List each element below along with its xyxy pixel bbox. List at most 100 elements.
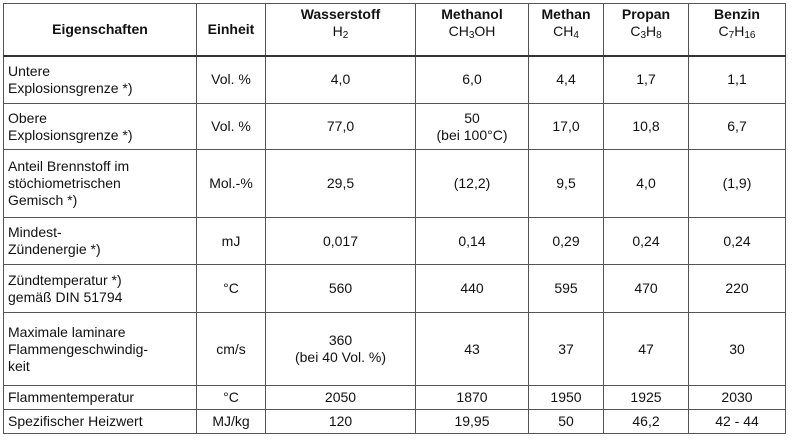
unit-cell: °C (196, 264, 266, 313)
property-cell: Spezifischer Heizwert (3, 409, 197, 434)
formula-part: H (734, 23, 745, 39)
value-cell: 0,24 (603, 217, 689, 265)
value-cell: 1,1 (688, 55, 786, 104)
value-line: 2030 (721, 389, 753, 405)
value-cell: 9,5 (528, 149, 604, 218)
header-cell: Methanol CH3OH (415, 3, 529, 57)
chemical-formula: CH3OH (420, 23, 524, 41)
value-line: 560 (328, 280, 353, 296)
formula-subscript: 3 (468, 30, 475, 41)
formula-part: OH (474, 23, 496, 39)
value-cell: 560 (265, 264, 416, 313)
value-line: 2050 (324, 389, 357, 405)
value-line: 42 - 44 (715, 413, 759, 429)
chemical-formula: H2 (270, 23, 411, 41)
value-line: 1925 (630, 389, 662, 405)
value-cell: 470 (603, 264, 689, 313)
value-line: 1950 (550, 389, 582, 405)
header-row: Eigenschaften Einheit Wasserstoff H2 Methano… (3, 3, 786, 57)
unit-cell: Vol. % (196, 55, 266, 104)
header-cell: Einheit (196, 3, 266, 57)
value-line: 4,4 (556, 71, 576, 88)
property-cell: Anteil Brennstoff im stöchiometrischen Gem… (3, 149, 197, 218)
formula-part: H (646, 23, 657, 39)
formula-subscript: 8 (656, 30, 662, 41)
value-cell: 50 (528, 409, 604, 434)
value-cell: 595 (528, 264, 604, 313)
property-line: Gemisch *) (8, 192, 78, 208)
property-line: Flammentemperatur (8, 389, 135, 405)
value-line: 120 (328, 413, 353, 429)
column-name: Eigenschaften (52, 20, 148, 37)
value-line: 1,1 (727, 71, 747, 88)
value-cell: 30 (688, 312, 786, 386)
unit-cell: Vol. % (196, 103, 266, 150)
column-name: Methanol (441, 6, 503, 22)
value-line: 17,0 (552, 118, 580, 134)
data-row: Spezifischer Heizwert MJ/kg 120 19,95 50 46,2… (3, 409, 786, 434)
property-cell: Mindest- Zündenergie *) (3, 217, 197, 265)
property-line: keit (8, 357, 30, 374)
value-line: 440 (460, 280, 484, 296)
value-line: (bei 100°C) (436, 126, 508, 143)
value-line: (1,9) (722, 175, 752, 191)
column-name: Einheit (207, 20, 255, 37)
value-line: 470 (634, 280, 658, 296)
value-cell: 4,0 (603, 149, 689, 218)
value-cell: 0,14 (415, 217, 529, 265)
value-line: 0,017 (322, 232, 359, 249)
value-line: 0,14 (458, 232, 486, 249)
unit-cell: MJ/kg (196, 409, 266, 434)
value-cell: 0,017 (265, 217, 416, 265)
data-row: Untere Explosionsgrenze *) Vol. % 4,0 6,0 4,4… (3, 55, 786, 104)
value-line: 37 (558, 340, 574, 357)
value-cell: (1,9) (688, 149, 786, 218)
formula-subscript: 2 (342, 30, 349, 41)
formula-part: CH (448, 23, 469, 39)
value-line: 9,5 (556, 175, 576, 191)
value-line: 595 (554, 280, 578, 296)
value-cell: 4,4 (528, 55, 604, 104)
data-row: Anteil Brennstoff im stöchiometrischen Gem… (3, 149, 786, 218)
header-cell: Propan C3H8 (603, 3, 689, 57)
formula-part: CH (553, 23, 574, 39)
property-cell: Zündtemperatur *) gemäß DIN 51794 (3, 264, 197, 313)
property-line: Mindest- (8, 224, 62, 240)
value-line: 10,8 (632, 118, 660, 134)
value-line: 46,2 (632, 413, 660, 429)
header-cell: Wasserstoff H2 (265, 3, 416, 57)
property-cell: Obere Explosionsgrenze *) (3, 103, 197, 150)
value-line: 4,0 (636, 175, 656, 191)
property-line: Anteil Brennstoff im (8, 158, 130, 174)
property-line: Zündenergie *) (8, 241, 101, 257)
value-cell: (12,2) (415, 149, 529, 218)
value-line: 6,7 (727, 118, 747, 134)
value-line: (12,2) (453, 175, 491, 191)
value-cell: 50 (bei 100°C) (415, 103, 529, 150)
property-cell: Untere Explosionsgrenze *) (3, 55, 197, 104)
data-row: Obere Explosionsgrenze *) Vol. % 77,0 50 (bei… (3, 103, 786, 150)
data-row: Zündtemperatur *) gemäß DIN 51794 °C 560 440… (3, 264, 786, 313)
column-name: Wasserstoff (300, 6, 381, 22)
value-line: 30 (729, 340, 745, 357)
value-line: 0,24 (632, 232, 660, 249)
value-cell: 29,5 (265, 149, 416, 218)
value-cell: 17,0 (528, 103, 604, 150)
value-cell: 1,7 (603, 55, 689, 104)
value-cell: 10,8 (603, 103, 689, 150)
property-line: Zündtemperatur *) (8, 271, 122, 288)
property-line: Explosionsgrenze *) (8, 79, 133, 96)
property-line: Explosionsgrenze *) (8, 126, 133, 143)
property-line: gemäß DIN 51794 (8, 288, 123, 305)
page: Eigenschaften Einheit Wasserstoff H2 Methano… (3, 3, 786, 434)
value-cell: 2030 (688, 385, 786, 410)
value-line: 29,5 (326, 175, 355, 191)
value-cell: 1950 (528, 385, 604, 410)
value-cell: 19,95 (415, 409, 529, 434)
value-line: 43 (464, 340, 480, 357)
value-cell: 6,0 (415, 55, 529, 104)
property-line: Maximale laminare (8, 323, 126, 340)
properties-table: Eigenschaften Einheit Wasserstoff H2 Methano… (3, 3, 786, 434)
data-row: Maximale laminare Flammengeschwindig-keit… (3, 312, 786, 386)
property-line: Flammengeschwindig- (8, 340, 149, 357)
